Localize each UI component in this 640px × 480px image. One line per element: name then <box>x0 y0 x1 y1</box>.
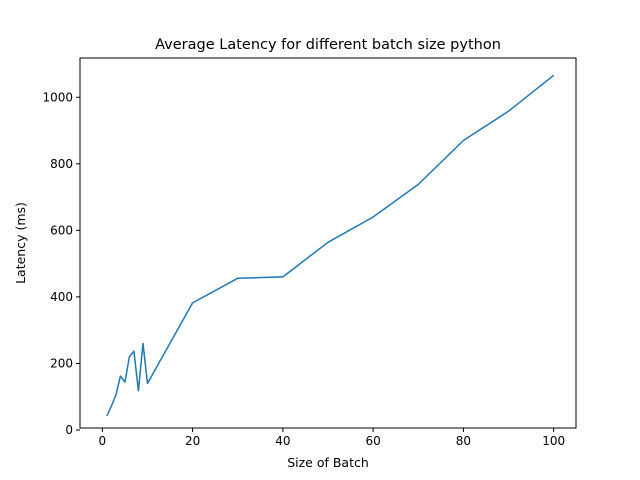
y-tick-label: 800 <box>50 157 73 171</box>
series-line-0 <box>106 74 555 417</box>
x-axis: 0 20 40 60 80 100 <box>99 428 565 448</box>
plot-frame <box>79 57 577 429</box>
chart-title: Average Latency for different batch size… <box>155 37 501 53</box>
y-tick-label: 1000 <box>42 90 73 104</box>
y-tick-label: 200 <box>50 356 73 370</box>
y-axis-label: Latency (ms) <box>13 202 28 284</box>
y-tick-label: 400 <box>50 290 73 304</box>
x-tick-label: 100 <box>542 434 565 448</box>
x-tick-label: 20 <box>185 434 200 448</box>
x-tick-label: 0 <box>99 434 107 448</box>
x-axis-label: Size of Batch <box>287 455 369 470</box>
y-tick-label: 0 <box>65 423 73 437</box>
plot-area <box>106 74 555 417</box>
x-tick-label: 40 <box>275 434 290 448</box>
y-tick-label: 600 <box>50 223 73 237</box>
x-tick-label: 60 <box>365 434 380 448</box>
y-axis: 0 200 400 600 800 1000 <box>42 90 80 437</box>
x-tick-label: 80 <box>456 434 471 448</box>
